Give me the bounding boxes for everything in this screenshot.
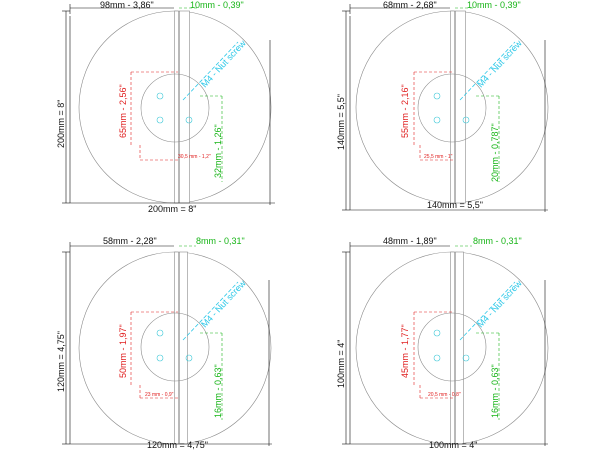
label-bottom: 200mm = 8" [148, 204, 196, 214]
label-bottom: 100mm = 4" [429, 440, 477, 450]
hub-circle [417, 73, 487, 143]
label-top-left: 48mm - 1,89" [383, 236, 437, 246]
label-top-right: 8mm - 0,31" [473, 236, 522, 246]
label-red-horizontal: 30,5 mm - 1,2" [178, 154, 211, 160]
mount-hole [185, 354, 193, 362]
label-red-vertical: 50mm - 1,97" [118, 324, 128, 378]
label-top-right: 10mm - 0,39" [190, 0, 244, 10]
leader-m4 [459, 281, 516, 341]
label-green-vertical: 16mm - 0,63" [490, 364, 500, 418]
mount-hole [433, 116, 441, 124]
label-red-horizontal: 20,5 mm - 0,8" [428, 392, 461, 398]
leader-m4 [459, 41, 516, 101]
label-red-horizontal: 25,5 mm - 1" [424, 154, 453, 160]
mount-hole [156, 354, 164, 362]
label-left: 100mm = 4" [336, 340, 346, 388]
mount-hole [156, 329, 164, 337]
hub-circle [140, 312, 210, 382]
label-bottom: 120mm = 4,75" [147, 440, 208, 450]
center-slot-right [179, 10, 190, 204]
hub-circle [417, 312, 487, 382]
mount-hole [462, 116, 470, 124]
label-m4-nut-screw: M4 - Nut screw [475, 278, 524, 329]
label-green-vertical: 16mm - 0,63" [213, 364, 223, 418]
mount-hole [156, 116, 164, 124]
label-m4-nut-screw: M4 - Nut screw [475, 38, 524, 89]
hub-circle [140, 73, 210, 143]
diagram-140mm: 68mm - 2,68" 10mm - 0,39" 140mm = 5,5" 1… [336, 0, 549, 212]
leader-m4 [182, 281, 239, 341]
center-slot-right [179, 251, 188, 445]
label-green-vertical: 32mm - 1,26" [213, 124, 223, 178]
center-slot-left [174, 10, 179, 204]
label-left: 200mm = 8" [56, 100, 66, 148]
center-slot-left [174, 251, 179, 445]
label-red-vertical: 55mm - 2,16" [400, 84, 410, 138]
center-slot-right [455, 10, 466, 204]
label-top-left: 98mm - 3,86" [100, 0, 154, 10]
label-top-left: 58mm - 2,28" [103, 236, 157, 246]
center-slot-right [455, 251, 464, 445]
center-slot-left [450, 251, 455, 445]
label-bottom: 140mm = 5,5" [427, 200, 483, 210]
label-m4-nut-screw: M4 - Nut screw [199, 38, 248, 89]
label-m4-nut-screw: M4 - Nut screw [199, 278, 248, 329]
label-red-horizontal: 23 mm - 0,9" [145, 392, 174, 398]
leader-m4 [182, 41, 239, 101]
label-left: 140mm = 5,5" [336, 94, 346, 150]
diagram-120mm: 58mm - 2,28" 8mm - 0,31" 120mm = 4,75" 1… [56, 236, 272, 450]
mount-hole [156, 92, 164, 100]
label-top-right: 8mm - 0,31" [196, 236, 245, 246]
label-top-left: 68mm - 2,68" [383, 0, 437, 10]
label-green-vertical: 20mm - 0,787" [490, 123, 500, 182]
diagram-100mm: 48mm - 1,89" 8mm - 0,31" 100mm = 4" 100m… [336, 236, 549, 450]
mount-hole [185, 116, 193, 124]
label-red-vertical: 45mm - 1,77" [400, 324, 410, 378]
label-top-right: 10mm - 0,39" [467, 0, 521, 10]
center-slot-left [450, 10, 455, 204]
mount-hole [433, 92, 441, 100]
mount-hole [433, 329, 441, 337]
mount-hole [462, 354, 470, 362]
label-left: 120mm = 4,75" [56, 331, 66, 392]
label-red-vertical: 65mm - 2,56" [118, 84, 128, 138]
mount-hole [433, 354, 441, 362]
diagram-200mm: 98mm - 3,86" 10mm - 0,39" 200mm = 8" 200… [56, 0, 275, 214]
